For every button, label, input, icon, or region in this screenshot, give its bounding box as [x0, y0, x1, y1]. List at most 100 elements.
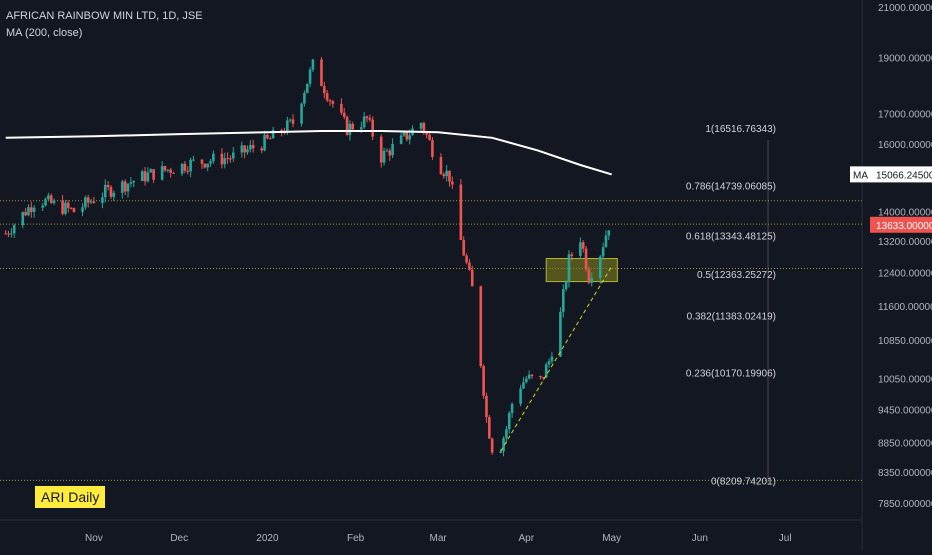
candle-body [419, 123, 423, 129]
symbol-title[interactable]: AFRICAN RAINBOW MIN LTD, 1D, JSE [6, 10, 203, 22]
candle-body [64, 202, 67, 214]
price-tick-label: 9450.000000 [878, 405, 932, 416]
time-tick-label: Jul [779, 533, 792, 544]
price-tick-label: 8850.000000 [878, 439, 932, 450]
candle-body [72, 208, 76, 213]
support-trendline [500, 266, 613, 452]
candle-body [360, 127, 363, 130]
fib-level-label: 0.236(10170.19906) [686, 368, 776, 379]
candle-body [172, 172, 175, 174]
candle-body [189, 159, 192, 172]
candle-body [323, 86, 326, 94]
candle-body [229, 158, 232, 160]
candle-body [288, 119, 292, 121]
candle-body [527, 374, 531, 379]
price-tick-label: 10050.000000 [878, 374, 932, 385]
candle-body [362, 116, 366, 128]
candle-body [66, 202, 70, 208]
candle-body [149, 169, 153, 173]
candle-body [206, 163, 209, 168]
candle-body [311, 59, 315, 70]
candle-body [340, 103, 343, 113]
candle-body [29, 207, 33, 212]
candle-body [291, 119, 295, 124]
candle-body [451, 181, 454, 185]
candle-body [502, 438, 505, 452]
candle-body [146, 172, 150, 182]
candle-body [212, 153, 215, 162]
fib-level-label: 0(8209.74201) [711, 476, 776, 487]
candle-body [445, 170, 448, 177]
candle-body [567, 254, 571, 283]
candle-body [465, 255, 468, 263]
candle-body [530, 374, 534, 377]
last-price-box [870, 216, 932, 233]
candle-body [169, 169, 172, 173]
candle-body [547, 361, 551, 365]
candle-body [385, 150, 389, 152]
candle-body [371, 119, 374, 137]
candle-body [607, 230, 611, 236]
indicator-label[interactable]: MA (200, close) [6, 27, 83, 39]
candle-body [462, 239, 466, 256]
candle-body [27, 207, 30, 216]
candle-body [132, 181, 136, 183]
time-tick-label: Apr [519, 533, 535, 544]
candle-body [10, 233, 13, 235]
candle-body [348, 123, 352, 135]
ma-tag-label: MA [853, 170, 868, 181]
candle-body [209, 161, 212, 164]
candle-body [305, 83, 309, 93]
price-tick-label: 14000.000000 [878, 207, 932, 218]
candle-body [399, 135, 403, 144]
candle-body [379, 136, 383, 163]
ma-tag-box [850, 166, 870, 183]
ari-daily-label: ARI Daily [35, 486, 106, 508]
fib-level-label: 0.618(13343.48125) [686, 232, 776, 243]
candle-body [601, 247, 605, 257]
candle-body [84, 197, 87, 208]
candle-body [163, 166, 167, 171]
candle-body [422, 123, 426, 132]
candle-body [183, 163, 187, 171]
candle-body [408, 135, 411, 140]
candle-body [470, 269, 474, 287]
candle-body [598, 256, 602, 279]
candle-body [488, 417, 491, 439]
fib-level-label: 0.786(14739.06085) [686, 181, 776, 192]
candle-body [41, 205, 44, 208]
candle-body [180, 163, 184, 174]
candle-body [246, 149, 249, 153]
candle-body [590, 278, 594, 283]
candle-body [351, 123, 355, 130]
candle-body [459, 184, 463, 240]
candle-body [431, 140, 434, 157]
candle-body [32, 207, 36, 212]
candle-body [561, 289, 565, 312]
candle-body [468, 262, 471, 270]
candle-body [402, 132, 406, 136]
time-tick-label: Jun [692, 533, 708, 544]
candle-body [539, 376, 542, 378]
candle-body [479, 286, 483, 367]
fib-level-label: 0.5(12363.25272) [697, 270, 776, 281]
candle-body [129, 182, 133, 184]
candle-body [106, 184, 110, 188]
candle-body [4, 233, 7, 235]
candle-body [425, 131, 429, 135]
fib-level-label: 0.382(11383.02419) [687, 312, 776, 323]
candle-body [243, 145, 246, 153]
candle-body [559, 311, 562, 357]
candle-body [260, 148, 264, 151]
price-tick-label: 21000.000000 [878, 3, 932, 14]
time-tick-label: Mar [429, 533, 447, 544]
candle-body [550, 356, 554, 362]
candle-body [448, 170, 451, 182]
candle-body [581, 242, 585, 249]
price-tick-label: 12400.000000 [878, 269, 932, 280]
candle-body [12, 225, 16, 234]
candle-body [544, 364, 548, 378]
candle-body [226, 158, 229, 160]
